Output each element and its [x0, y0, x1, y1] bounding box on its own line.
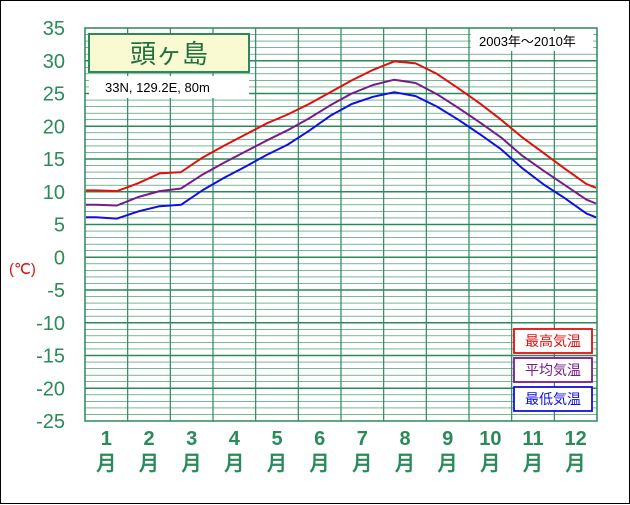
month-number-label: 6	[314, 428, 325, 450]
legend-label: 平均気温	[525, 362, 581, 378]
legend-box	[513, 328, 593, 354]
y-tick-label: 5	[54, 215, 65, 237]
legend-label: 最高気温	[525, 333, 581, 349]
month-number-label: 5	[271, 428, 282, 450]
month-number-label: 12	[565, 428, 587, 450]
month-number-label: 2	[143, 428, 154, 450]
month-number-label: 4	[229, 428, 241, 450]
month-number-label: 3	[186, 428, 197, 450]
chart-title: 頭ヶ島	[130, 39, 208, 69]
series-line	[86, 78, 597, 207]
y-tick-label: -25	[36, 411, 65, 433]
period-bg	[471, 31, 593, 51]
series-line	[86, 91, 597, 220]
month-unit-label: 月	[223, 453, 244, 475]
chart-subtitle: 33N, 129.2E, 80m	[105, 80, 210, 95]
subtitle-bg	[89, 76, 249, 98]
month-number-label: 9	[442, 428, 453, 450]
y-tick-label: -20	[36, 378, 65, 400]
y-tick-label: 10	[43, 182, 65, 204]
month-unit-label: 月	[95, 453, 116, 475]
month-unit-label: 月	[138, 453, 159, 475]
month-unit-label: 月	[351, 453, 372, 475]
month-unit-label: 月	[522, 453, 543, 475]
y-tick-label: -5	[47, 280, 65, 302]
title-box	[88, 33, 250, 73]
period-label: 2003年～2010年	[479, 34, 576, 49]
legend-label: 最低気温	[525, 391, 581, 407]
month-number-label: 11	[522, 428, 543, 450]
month-unit-label: 月	[394, 453, 415, 475]
y-tick-label: 30	[43, 51, 65, 73]
month-unit-label: 月	[437, 453, 458, 475]
y-axis-unit: (℃)	[9, 261, 36, 278]
y-tick-label: 35	[43, 18, 65, 40]
month-unit-label: 月	[266, 453, 287, 475]
month-number-label: 10	[479, 428, 501, 450]
month-unit-label: 月	[309, 453, 330, 475]
grid	[85, 28, 597, 421]
y-tick-label: 15	[43, 149, 65, 171]
legend-box	[513, 386, 593, 412]
y-tick-label: -10	[36, 313, 65, 335]
y-tick-label: -15	[36, 346, 65, 368]
month-unit-label: 月	[181, 453, 202, 475]
month-unit-label: 月	[479, 453, 500, 475]
month-number-label: 1	[101, 428, 112, 450]
y-tick-label: 20	[43, 116, 65, 138]
legend-box	[513, 357, 593, 383]
y-tick-label: 25	[43, 84, 65, 106]
month-number-label: 7	[357, 428, 368, 450]
y-tick-label: 0	[54, 247, 65, 269]
month-unit-label: 月	[565, 453, 586, 475]
month-number-label: 8	[399, 428, 410, 450]
series-line	[86, 60, 597, 193]
